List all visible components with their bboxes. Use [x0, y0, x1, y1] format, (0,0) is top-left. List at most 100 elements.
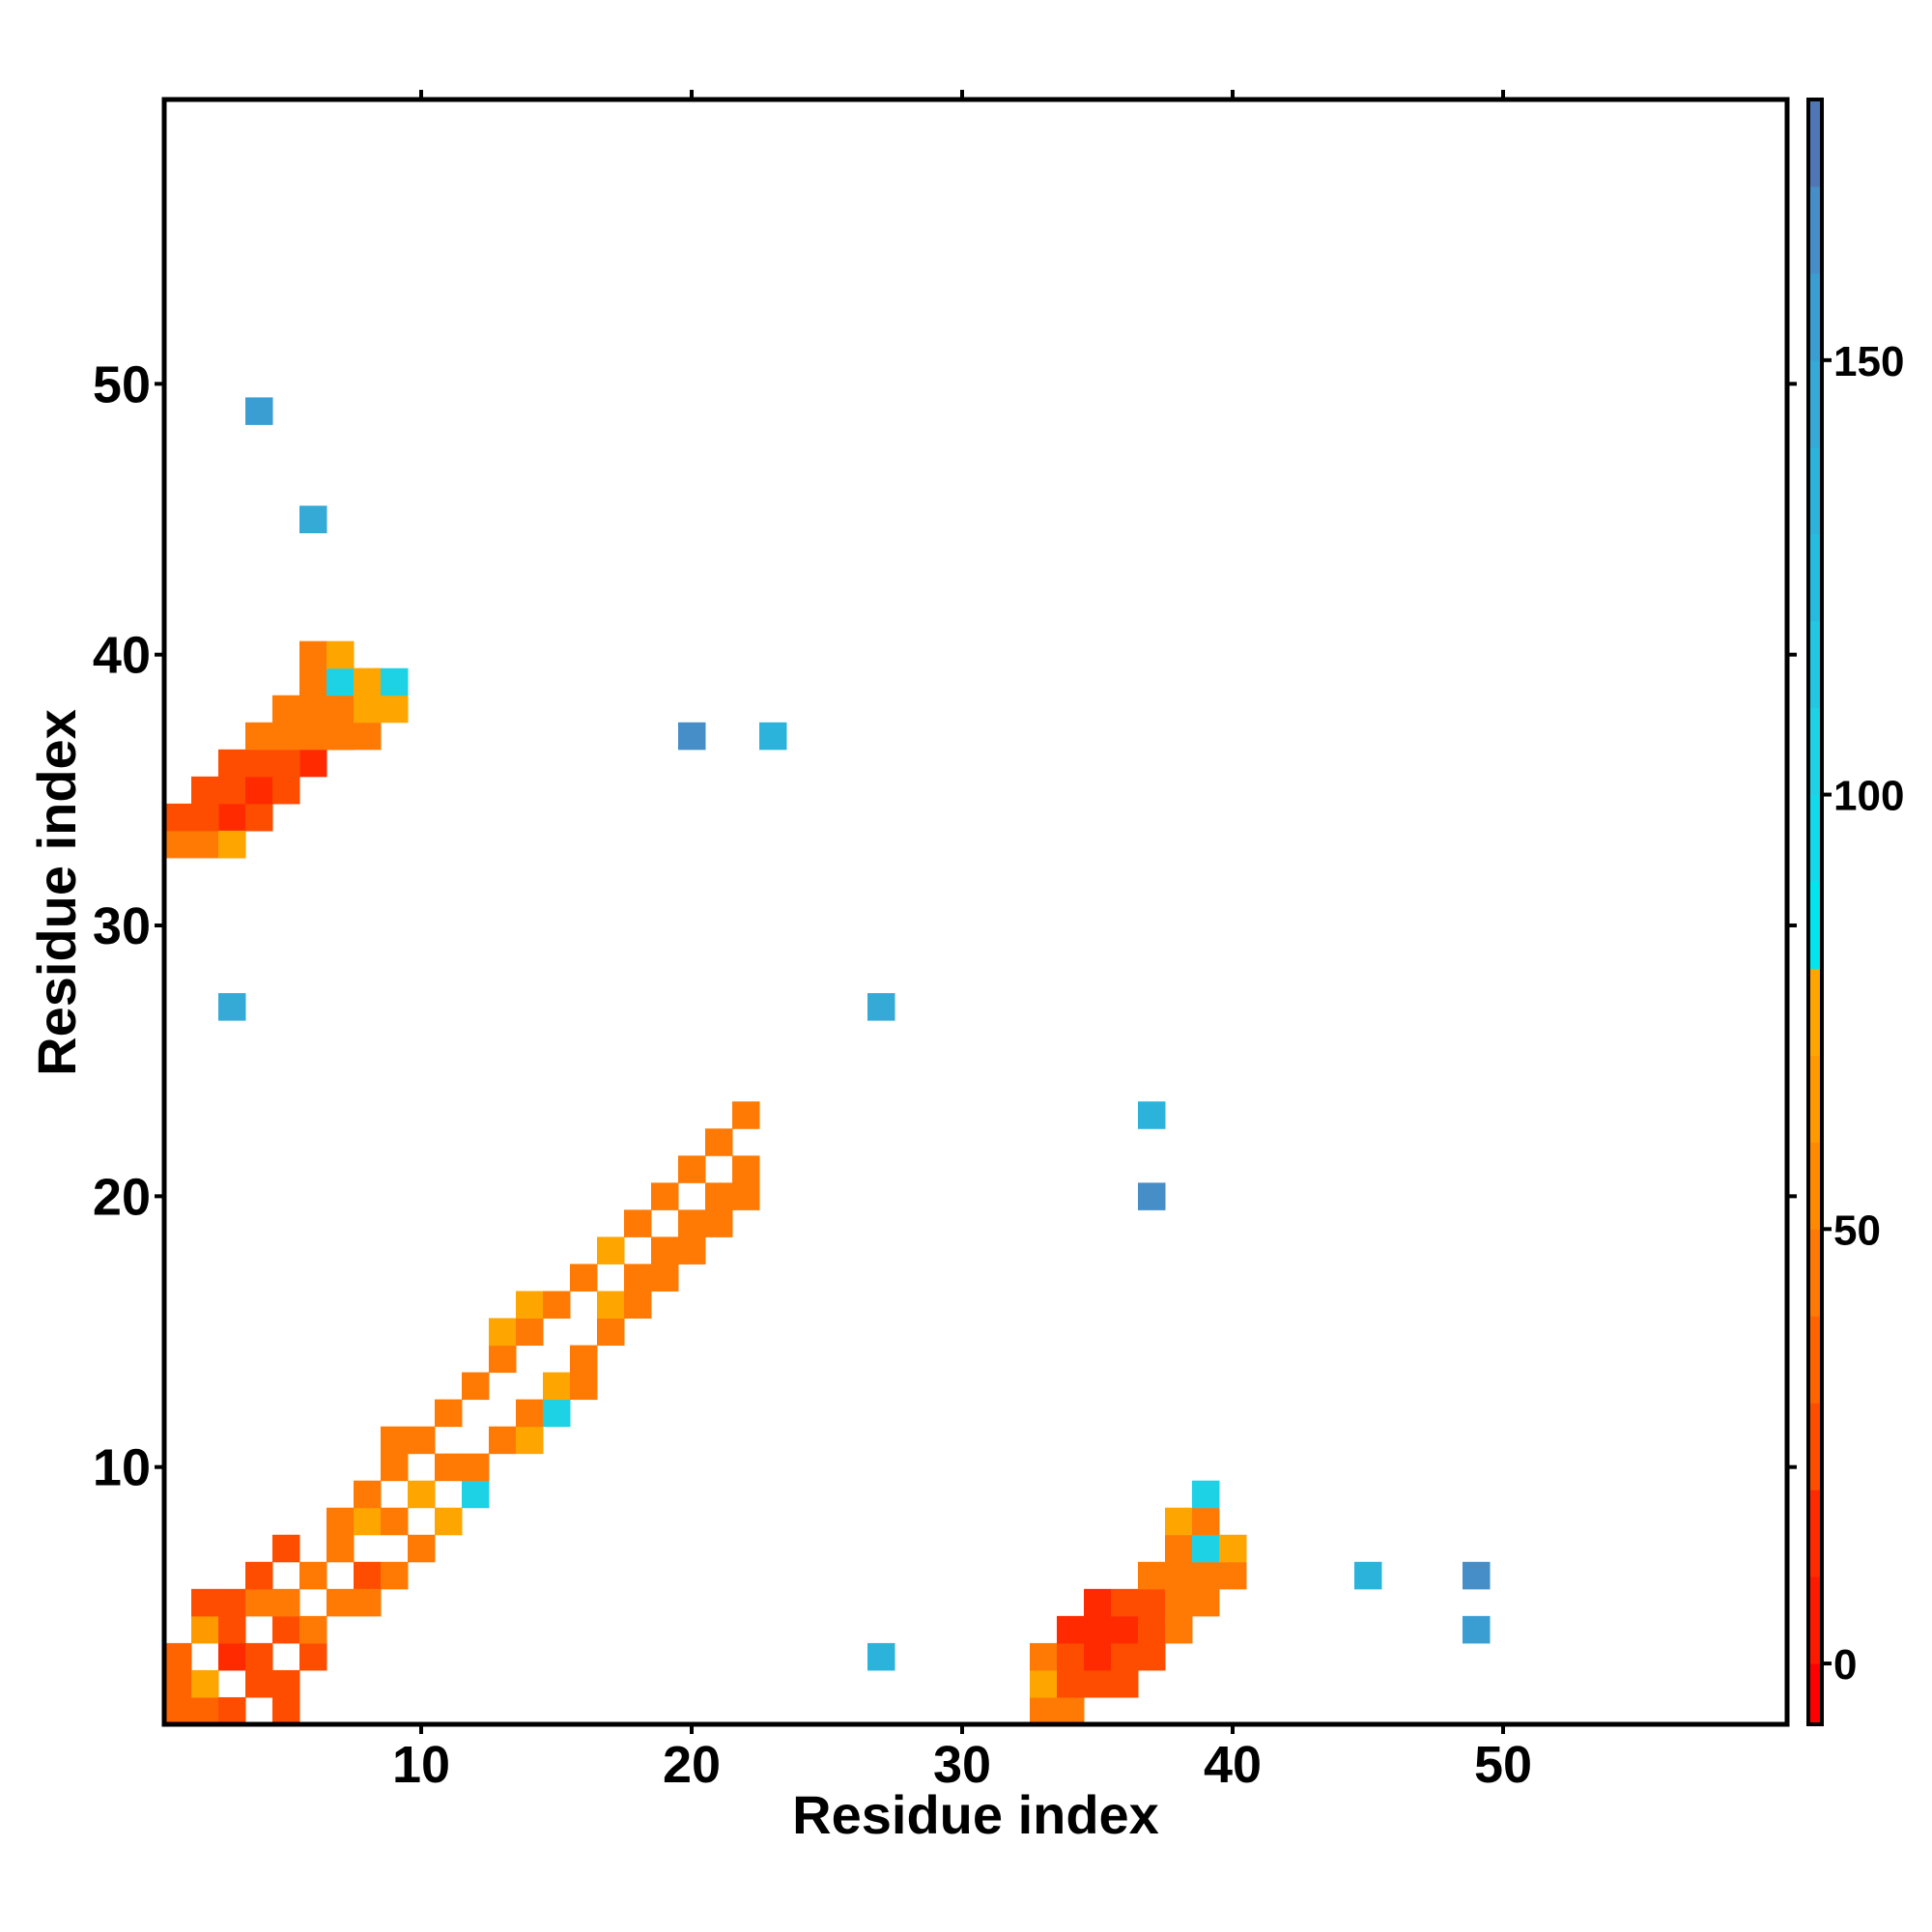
heatmap-cell	[354, 722, 382, 751]
heatmap-cell	[272, 749, 300, 778]
heatmap-cell	[272, 1534, 300, 1563]
y-tick-label: 20	[93, 1168, 151, 1226]
heatmap-cell	[1165, 1615, 1193, 1644]
heatmap-cell	[354, 1561, 382, 1590]
colorbar-band	[1808, 272, 1822, 361]
heatmap-cell	[1192, 1480, 1220, 1509]
heatmap-cell	[327, 1534, 355, 1563]
colorbar-band	[1808, 1316, 1822, 1404]
colorbar-band	[1808, 533, 1822, 622]
x-tick-label: 40	[1204, 1736, 1262, 1794]
heatmap-cell	[435, 1453, 463, 1482]
x-axis-title: Residue index	[792, 1784, 1159, 1845]
heatmap-cell	[462, 1480, 490, 1509]
heatmap-cell	[1219, 1561, 1247, 1590]
heatmap-cell	[597, 1236, 625, 1264]
heatmap-cell	[272, 1588, 300, 1617]
heatmap-cell	[516, 1318, 544, 1347]
heatmap-cell	[570, 1345, 598, 1374]
colorbar-band	[1808, 99, 1822, 187]
heatmap-cell	[1138, 1615, 1166, 1644]
heatmap-cell	[651, 1236, 679, 1264]
heatmap-cell	[678, 1155, 706, 1183]
heatmap-cell	[272, 776, 300, 805]
heatmap-cell	[245, 722, 273, 751]
heatmap-cell	[516, 1291, 544, 1319]
colorbar-band	[1808, 1142, 1822, 1230]
heatmap-cell	[1463, 1615, 1491, 1644]
heatmap-cell	[678, 1236, 706, 1264]
heatmap-cell	[381, 1426, 409, 1455]
heatmap-cell	[1219, 1534, 1247, 1563]
heatmap-cell	[354, 668, 382, 696]
colorbar-band	[1808, 707, 1822, 796]
colorbar-band	[1808, 446, 1822, 535]
heatmap-cell	[191, 1669, 219, 1698]
heatmap-cell	[489, 1426, 517, 1455]
heatmap-cell	[516, 1399, 544, 1428]
x-tick-label: 10	[392, 1736, 450, 1794]
heatmap-cell	[1192, 1507, 1220, 1536]
heatmap-cell	[164, 803, 192, 832]
heatmap-cell	[191, 1696, 219, 1725]
heatmap-cell	[516, 1426, 544, 1455]
y-tick-label: 30	[93, 897, 151, 955]
heatmap-cell	[191, 776, 219, 805]
heatmap-cell	[218, 993, 246, 1021]
colorbar-band	[1808, 185, 1822, 274]
colorbar-band	[1808, 1577, 1822, 1664]
heatmap-cell	[1084, 1669, 1112, 1698]
heatmap-cell	[1057, 1696, 1085, 1725]
heatmap-cell	[624, 1209, 652, 1237]
heatmap-cell	[218, 1696, 246, 1725]
heatmap-cell	[327, 695, 355, 724]
x-tick-label: 50	[1474, 1736, 1532, 1794]
heatmap-cell	[705, 1209, 733, 1237]
heatmap-cell	[299, 722, 327, 751]
heatmap-cell	[1111, 1642, 1139, 1671]
colorbar-band	[1808, 1403, 1822, 1491]
heatmap-cell	[1138, 1101, 1166, 1129]
heatmap-cell	[1165, 1507, 1193, 1536]
heatmap-cell	[327, 722, 355, 751]
heatmap-cell	[327, 640, 355, 669]
heatmap-cell	[272, 722, 300, 751]
heatmap-cell	[164, 1669, 192, 1698]
heatmap-cell	[1030, 1669, 1058, 1698]
y-axis-ticks: 10 20 30 40 50	[93, 355, 1797, 1497]
heatmap-cell	[651, 1264, 679, 1292]
colorbar-band	[1808, 968, 1822, 1056]
heatmap-cell	[218, 1615, 246, 1644]
heatmap-cell	[299, 1615, 327, 1644]
heatmap-cell	[1165, 1561, 1193, 1590]
heatmap-cell	[543, 1291, 571, 1319]
colorbar-band	[1808, 620, 1822, 709]
heatmap-cell	[354, 695, 382, 724]
heatmap-cell	[272, 1696, 300, 1725]
heatmap-cell	[732, 1182, 760, 1210]
heatmap-cell	[705, 1182, 733, 1210]
heatmap-cell	[1138, 1182, 1166, 1210]
heatmap-cell	[381, 1453, 409, 1482]
heatmap-cell	[1111, 1615, 1139, 1644]
heatmap-cell	[245, 397, 273, 425]
heatmap-cell	[1084, 1642, 1112, 1671]
heatmap-cell	[408, 1480, 436, 1509]
colorbar-band	[1808, 881, 1822, 969]
heatmap-cell	[245, 1642, 273, 1671]
colorbar-band	[1808, 794, 1822, 883]
heatmap-cell	[732, 1155, 760, 1183]
heatmap-cell	[245, 1669, 273, 1698]
colorbar-tick-label: 100	[1833, 773, 1904, 820]
heatmap-cell	[867, 993, 895, 1021]
heatmap-cell	[299, 1642, 327, 1671]
heatmap-cell	[1463, 1561, 1491, 1590]
heatmap-cell	[245, 803, 273, 832]
heatmap-cell	[1138, 1642, 1166, 1671]
heatmap-cell	[245, 749, 273, 778]
y-axis-title: Residue index	[26, 709, 87, 1076]
heatmap-cell	[1030, 1642, 1058, 1671]
heatmap-cell	[1138, 1561, 1166, 1590]
heatmap-cell	[1030, 1696, 1058, 1725]
heatmap-cell	[867, 1642, 895, 1671]
